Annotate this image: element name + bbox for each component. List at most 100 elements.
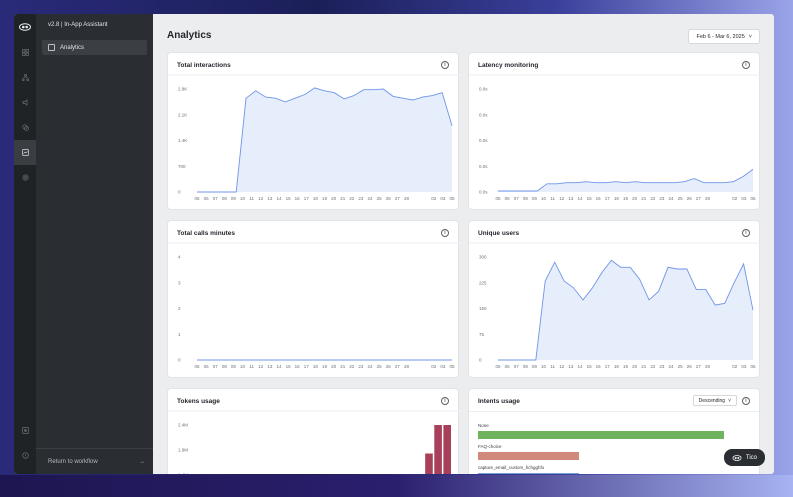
info-icon[interactable]: i [441, 229, 449, 237]
intent-label: None [478, 423, 489, 428]
intent-bar[interactable] [478, 452, 579, 460]
x-tick-label: 03 [741, 364, 747, 369]
x-tick-label: 23 [358, 364, 364, 369]
x-tick-label: 14 [276, 364, 282, 369]
x-tick-label: 06 [204, 364, 210, 369]
y-tick-label: 4 [178, 255, 181, 260]
x-tick-label: 23 [659, 196, 665, 201]
card-title: Total calls minutes [177, 230, 236, 237]
x-tick-label: 11 [550, 364, 555, 369]
info-icon[interactable]: i [441, 397, 449, 405]
x-tick-label: 10 [240, 364, 246, 369]
return-link-label: Return to workflow [48, 458, 98, 465]
y-tick-label: 3 [178, 280, 181, 285]
y-tick-label: 1.4K [178, 138, 187, 143]
intent-bar[interactable] [478, 431, 724, 439]
x-tick-label: 17 [605, 196, 611, 201]
info-icon[interactable]: i [742, 229, 750, 237]
intent-bar[interactable] [478, 473, 579, 474]
date-range-label: Feb 6 - Mar 6, 2025 [696, 33, 745, 40]
voice-icon[interactable] [14, 90, 36, 115]
token-bar[interactable] [425, 453, 433, 475]
x-tick-label: 05 [449, 196, 455, 201]
app-logo-icon[interactable] [14, 14, 36, 40]
x-tick-label: 23 [358, 196, 364, 201]
y-tick-label: 1.9M [178, 448, 188, 453]
x-tick-label: 24 [669, 196, 675, 201]
token-bar[interactable] [443, 425, 451, 474]
y-tick-label: 2.1K [178, 112, 187, 117]
sidebar-item-analytics[interactable]: Analytics [42, 40, 147, 55]
x-tick-label: 14 [577, 196, 583, 201]
version-label: v2.8 | In-App Assistant [48, 22, 108, 28]
y-tick-label: 0.0s [479, 164, 488, 169]
x-tick-label: 20 [331, 196, 337, 201]
x-tick-label: 11 [249, 364, 254, 369]
x-tick-label: 13 [267, 364, 273, 369]
info-icon[interactable]: i [742, 397, 750, 405]
x-tick-label: 13 [267, 196, 273, 201]
intents-usage-card: Intents usage Descending ˅ i None FAQ-cho… [468, 388, 760, 474]
x-tick-label: 12 [559, 364, 565, 369]
x-tick-label: 19 [623, 196, 629, 201]
analytics-nav-icon [48, 44, 55, 51]
x-tick-label: 07 [213, 364, 219, 369]
x-tick-label: 27 [696, 364, 702, 369]
latency-chart: 0.0s 0.0s 0.0s 0.0s 0.0s 05 06 07 08 09 10 11 12 13 14… [469, 74, 761, 201]
date-range-picker[interactable]: Feb 6 - Mar 6, 2025 ˅ [688, 29, 760, 44]
analytics-icon[interactable] [14, 140, 36, 165]
y-tick-label: 0 [178, 190, 181, 195]
help-icon[interactable] [14, 443, 36, 468]
x-tick-label: 25 [678, 364, 684, 369]
y-tick-label: 0.0s [479, 190, 488, 195]
y-tick-label: 2 [178, 306, 181, 311]
x-tick-label: 14 [577, 364, 583, 369]
y-tick-label: 0.0s [479, 138, 488, 143]
x-tick-label: 05 [449, 364, 455, 369]
y-tick-label: 0.0s [479, 87, 488, 92]
x-tick-label: 28 [404, 196, 410, 201]
x-tick-label: 27 [395, 364, 401, 369]
return-to-workflow-link[interactable]: Return to workflow → [36, 448, 153, 474]
icon-rail [14, 14, 36, 474]
y-tick-label: 0 [178, 358, 181, 363]
x-tick-label: 18 [313, 364, 319, 369]
x-tick-label: 25 [678, 196, 684, 201]
series-area [197, 87, 452, 192]
tico-assistant-button[interactable]: Tico [723, 449, 765, 466]
x-tick-label: 12 [258, 196, 264, 201]
x-tick-label: 12 [559, 196, 565, 201]
x-tick-label: 14 [276, 196, 282, 201]
x-tick-label: 16 [295, 196, 301, 201]
info-icon[interactable]: i [441, 61, 449, 69]
sort-order-select[interactable]: Descending ˅ [692, 395, 737, 406]
x-tick-label: 24 [669, 364, 675, 369]
x-tick-label: 15 [587, 196, 593, 201]
x-tick-label: 02 [431, 196, 437, 201]
x-tick-label: 02 [732, 196, 738, 201]
chat-icon[interactable] [14, 115, 36, 140]
x-tick-label: 10 [240, 196, 246, 201]
x-tick-label: 21 [641, 196, 647, 201]
x-tick-label: 02 [431, 364, 437, 369]
deploy-icon[interactable] [14, 418, 36, 443]
x-tick-label: 11 [550, 196, 555, 201]
x-tick-label: 20 [632, 196, 638, 201]
x-tick-label: 23 [659, 364, 665, 369]
x-tick-label: 09 [532, 364, 538, 369]
x-tick-label: 05 [495, 196, 501, 201]
info-icon[interactable]: i [742, 61, 750, 69]
chevron-down-icon: ˅ [728, 397, 731, 404]
x-tick-label: 21 [340, 196, 346, 201]
token-bar[interactable] [434, 425, 442, 474]
workflow-icon[interactable] [14, 65, 36, 90]
x-tick-label: 20 [632, 364, 638, 369]
sort-order-label: Descending [698, 397, 726, 404]
card-title: Total interactions [177, 62, 231, 69]
grid-icon[interactable] [14, 40, 36, 65]
settings-icon[interactable] [14, 165, 36, 190]
x-tick-label: 08 [222, 364, 228, 369]
x-tick-label: 13 [568, 364, 574, 369]
x-tick-label: 26 [687, 196, 693, 201]
y-tick-label: 1 [178, 332, 181, 337]
